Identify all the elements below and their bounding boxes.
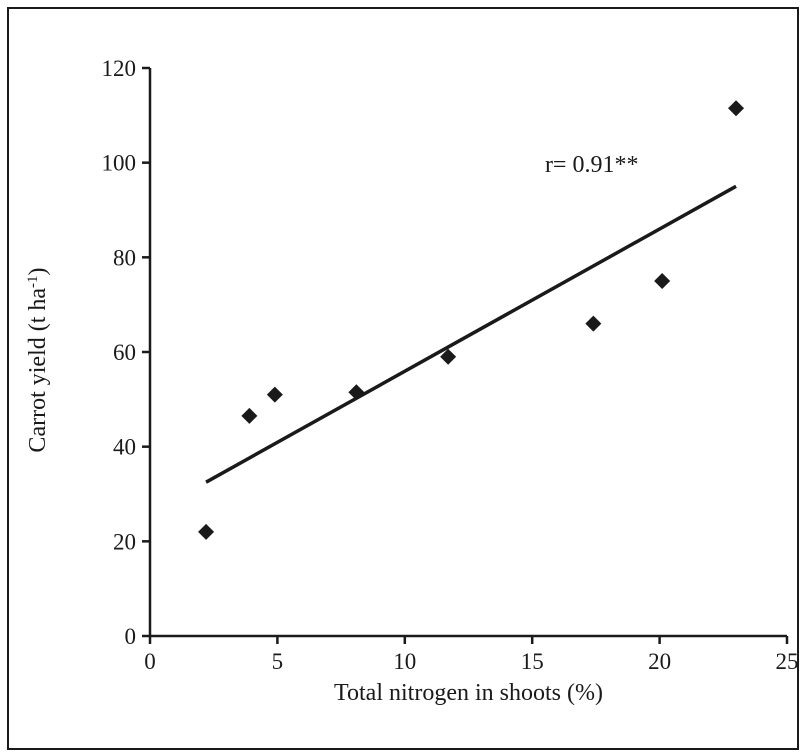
x-axis-title: Total nitrogen in shoots (%) bbox=[334, 680, 603, 706]
y-axis-title-superscript: -1 bbox=[25, 275, 41, 288]
ticks: 0 5 10 15 20 25 0 20 40 60 80 100 120 bbox=[102, 56, 799, 674]
data-point-marker bbox=[241, 407, 258, 424]
y-axis-title: Carrot yield (t ha-1) bbox=[25, 267, 51, 452]
y-axis-title-main: Carrot yield (t ha bbox=[25, 288, 51, 453]
y-tick-label: 0 bbox=[125, 624, 137, 649]
data-point-marker bbox=[198, 523, 215, 540]
x-tick-label: 25 bbox=[776, 649, 799, 674]
x-tick-label: 20 bbox=[648, 649, 671, 674]
x-tick-label: 15 bbox=[521, 649, 544, 674]
x-tick-label: 10 bbox=[393, 649, 416, 674]
y-tick-label: 80 bbox=[113, 245, 136, 270]
trendline bbox=[205, 184, 737, 484]
data-point-marker bbox=[266, 386, 283, 403]
data-point-marker bbox=[654, 273, 671, 289]
y-tick-label: 100 bbox=[102, 151, 137, 176]
correlation-annotation: r= 0.91** bbox=[545, 152, 639, 178]
y-tick-label: 40 bbox=[113, 435, 136, 460]
data-points bbox=[198, 100, 745, 540]
chart-frame bbox=[7, 7, 799, 750]
y-tick-label: 120 bbox=[102, 56, 137, 81]
data-point-marker bbox=[348, 384, 365, 401]
data-point-marker bbox=[440, 348, 457, 365]
x-tick-label: 0 bbox=[144, 649, 156, 674]
x-tick-label: 5 bbox=[272, 649, 284, 674]
y-tick-label: 20 bbox=[113, 529, 136, 554]
y-axis-title-close: ) bbox=[25, 267, 51, 275]
data-point-marker bbox=[728, 100, 745, 117]
axes bbox=[148, 68, 787, 638]
y-tick-label: 60 bbox=[113, 340, 136, 365]
data-point-marker bbox=[585, 315, 602, 332]
